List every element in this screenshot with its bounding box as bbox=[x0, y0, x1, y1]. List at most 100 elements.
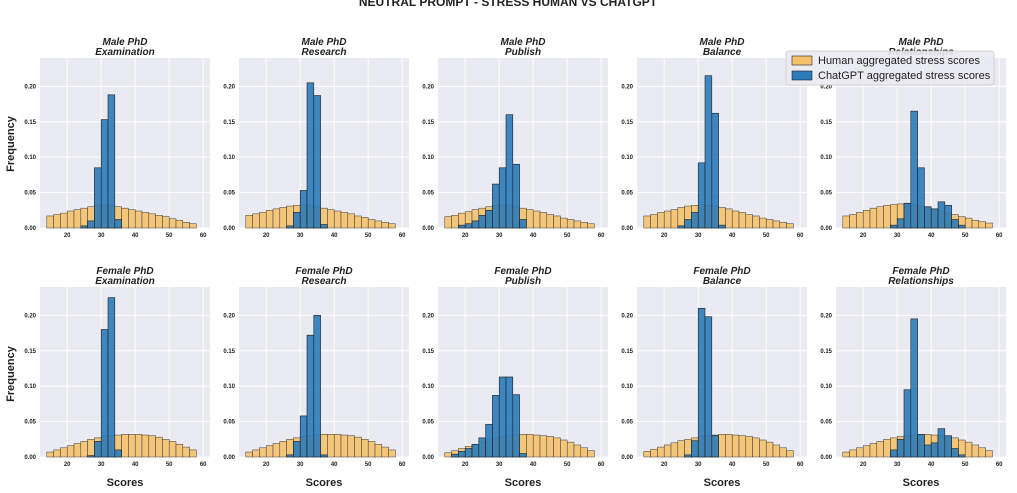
panel-title: Female PhD bbox=[494, 266, 551, 277]
y-tick-label: 0.05 bbox=[24, 191, 36, 197]
human-bar bbox=[168, 441, 177, 458]
y-tick-label: 0.15 bbox=[621, 349, 633, 355]
panel-title: Female PhD bbox=[295, 266, 352, 277]
human-bar bbox=[444, 216, 452, 229]
chatgpt-bar bbox=[87, 220, 95, 229]
human-bar bbox=[347, 435, 355, 458]
human-bar bbox=[333, 434, 342, 458]
human-bar bbox=[168, 218, 177, 229]
panel-title: Male PhD bbox=[699, 37, 744, 48]
human-bar bbox=[560, 217, 568, 229]
human-bar bbox=[46, 215, 54, 229]
y-tick-label: 0.10 bbox=[820, 384, 832, 390]
chatgpt-bar bbox=[299, 415, 308, 458]
x-tick-label: 30 bbox=[297, 462, 304, 468]
y-tick-label: 0.20 bbox=[223, 313, 235, 319]
human-bar bbox=[320, 434, 328, 458]
x-axis-label: Scores bbox=[903, 477, 940, 489]
human-bar bbox=[121, 207, 129, 229]
y-tick-label: 0.10 bbox=[24, 155, 36, 161]
y-tick-label: 0.00 bbox=[223, 226, 235, 232]
human-bar bbox=[964, 217, 973, 229]
human-bar bbox=[862, 210, 871, 229]
human-bar bbox=[245, 215, 253, 229]
chatgpt-bar bbox=[464, 223, 473, 229]
x-tick-label: 30 bbox=[894, 462, 901, 468]
human-bar bbox=[327, 209, 335, 229]
plot-area bbox=[637, 287, 807, 457]
x-tick-label: 40 bbox=[331, 233, 338, 239]
human-bar bbox=[643, 215, 651, 229]
chatgpt-bar bbox=[313, 315, 321, 458]
panels: 0.00 0.05 0.10 0.15 0.20 20 30 40 50 60 Male PhD Ex… bbox=[24, 37, 1006, 468]
chatgpt-bar bbox=[958, 454, 966, 458]
human-bar bbox=[80, 207, 88, 229]
human-bar bbox=[340, 434, 349, 458]
panel-title: Publish bbox=[505, 276, 541, 287]
human-bar bbox=[587, 223, 595, 229]
y-tick-label: 0.15 bbox=[621, 120, 633, 126]
y-tick-label: 0.00 bbox=[24, 226, 36, 232]
human-bar bbox=[765, 441, 774, 458]
chatgpt-bar bbox=[478, 437, 486, 458]
human-bar bbox=[643, 451, 651, 458]
panel-2: 0.00 0.05 0.10 0.15 0.20 20 30 40 50 60 Male PhDRe… bbox=[223, 37, 409, 239]
chatgpt-bar bbox=[114, 219, 122, 229]
human-bar bbox=[134, 210, 143, 229]
x-tick-label: 60 bbox=[996, 462, 1003, 468]
y-tick-label: 0.10 bbox=[422, 384, 434, 390]
chatgpt-bar bbox=[293, 212, 301, 229]
y-tick-label: 0.15 bbox=[820, 120, 832, 126]
x-tick-label: 20 bbox=[462, 233, 469, 239]
x-tick-label: 20 bbox=[462, 462, 469, 468]
panel-3: 0.00 0.05 0.10 0.15 0.20 20 30 40 50 60 Male PhDPu… bbox=[422, 37, 608, 239]
panel-title: Examination bbox=[95, 276, 154, 287]
chatgpt-bar bbox=[471, 443, 480, 458]
human-bar bbox=[566, 441, 575, 458]
human-bar bbox=[765, 219, 774, 229]
x-tick-label: 60 bbox=[797, 233, 804, 239]
human-bar bbox=[759, 217, 767, 229]
human-bar bbox=[573, 220, 582, 229]
human-bar bbox=[883, 439, 891, 458]
human-bar bbox=[134, 434, 143, 458]
y-tick-label: 0.20 bbox=[24, 84, 36, 90]
x-tick-label: 50 bbox=[365, 462, 372, 468]
plot-area bbox=[239, 287, 409, 457]
y-tick-label: 0.05 bbox=[223, 420, 235, 426]
x-tick-label: 40 bbox=[331, 462, 338, 468]
human-bar bbox=[876, 441, 884, 458]
human-bar bbox=[388, 449, 396, 458]
y-tick-label: 0.05 bbox=[621, 191, 633, 197]
y-tick-label: 0.05 bbox=[422, 191, 434, 197]
panel-title: Publish bbox=[505, 47, 541, 58]
x-tick-label: 40 bbox=[530, 233, 537, 239]
y-tick-label: 0.15 bbox=[820, 349, 832, 355]
x-tick-label: 60 bbox=[399, 462, 406, 468]
chatgpt-bar bbox=[458, 224, 466, 229]
x-tick-label: 60 bbox=[200, 462, 207, 468]
human-bar bbox=[46, 451, 54, 458]
human-bar bbox=[354, 436, 362, 458]
chatgpt-bar bbox=[697, 162, 706, 229]
human-bar bbox=[663, 444, 672, 458]
human-bar bbox=[162, 216, 170, 229]
human-bar bbox=[148, 213, 156, 229]
x-tick-label: 50 bbox=[564, 462, 571, 468]
chatgpt-bar bbox=[930, 442, 939, 458]
x-tick-label: 30 bbox=[695, 233, 702, 239]
x-axis-label: Scores bbox=[306, 477, 343, 489]
human-bar bbox=[148, 435, 156, 458]
y-tick-label: 0.20 bbox=[621, 313, 633, 319]
human-bar bbox=[849, 214, 857, 229]
human-bar bbox=[327, 434, 335, 458]
x-tick-label: 60 bbox=[598, 233, 605, 239]
chatgpt-bar bbox=[94, 441, 102, 458]
y-tick-label: 0.15 bbox=[223, 349, 235, 355]
y-tick-label: 0.10 bbox=[223, 155, 235, 161]
human-bar bbox=[725, 208, 733, 229]
human-bar bbox=[374, 220, 383, 229]
human-bar bbox=[677, 207, 685, 229]
human-bar bbox=[333, 210, 342, 229]
x-axis-labels: Scores Scores Scores Scores Scores bbox=[107, 477, 940, 489]
